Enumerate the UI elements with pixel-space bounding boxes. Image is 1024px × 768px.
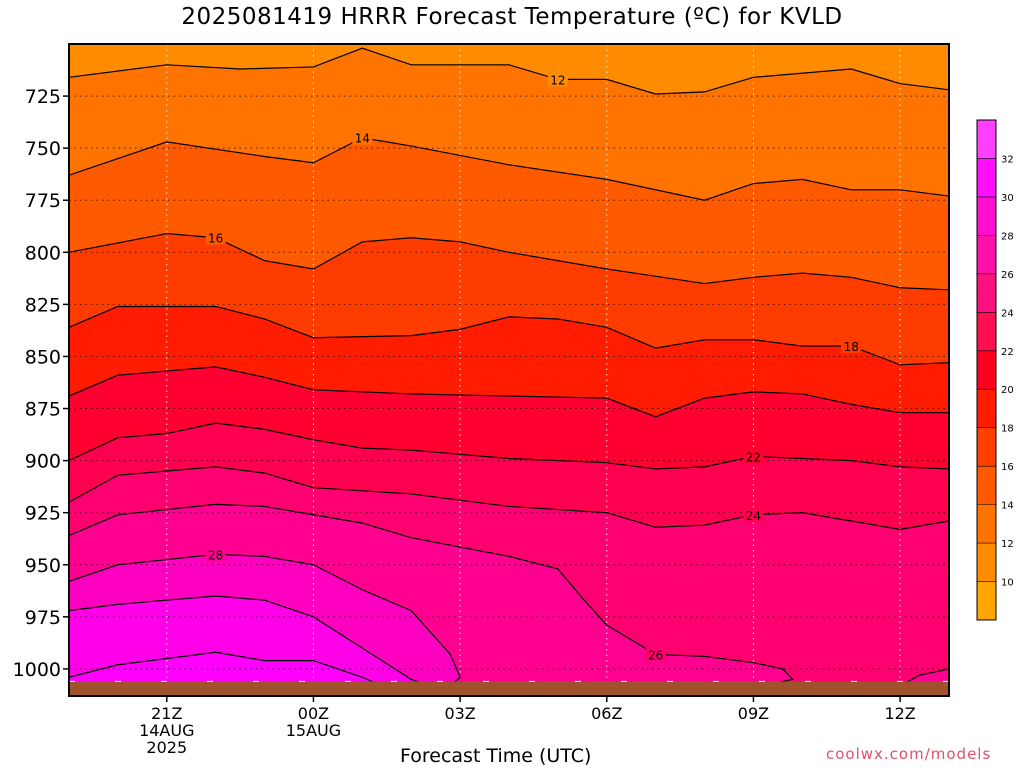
y-tick-label-825: 825: [25, 294, 61, 316]
plot-frame: [68, 43, 950, 697]
colorbar-label-22: 22: [1001, 347, 1014, 358]
x-tick-label-21-2: 2025: [146, 738, 187, 757]
colorbar: 10 12 14 16 18 20 22 24 26 28 30 32: [976, 119, 1014, 621]
contour-label-12: 12: [550, 73, 565, 87]
contour-line-28-8: [69, 553, 461, 687]
x-tick-label-24-1: 15AUG: [286, 721, 341, 740]
x-axis-title: Forecast Time (UTC): [400, 745, 592, 767]
x-tick-label-33-0: 09Z: [738, 704, 769, 723]
colorbar-label-10: 10: [1001, 578, 1014, 589]
colorbar-segment-9: [977, 235, 996, 274]
colorbar-segment-8: [977, 273, 996, 313]
colorbar-segment-10: [977, 196, 996, 236]
colorbar-segment-11: [977, 158, 996, 197]
y-tick-label-975: 975: [25, 607, 61, 629]
colorbar-label-14: 14: [1001, 501, 1014, 512]
colorbar-label-16: 16: [1001, 462, 1014, 473]
colorbar-segment-6: [977, 350, 996, 390]
contour-label-28: 28: [208, 548, 223, 562]
contour-line-24-6: [69, 466, 949, 530]
x-tick-label-27-0: 03Z: [444, 704, 475, 723]
y-axis: 725 750 775 800 825 850 875 900 925 950 975 1000: [13, 86, 69, 681]
contour-line-18-3: [69, 305, 949, 366]
colorbar-segment-2: [977, 504, 996, 544]
contour-label-22: 22: [746, 450, 761, 464]
contour-label-bg-28: [205, 547, 226, 562]
contour-label-14: 14: [355, 132, 370, 146]
y-tick-label-950: 950: [25, 555, 61, 577]
x-tick-label-24-0: 00Z: [298, 704, 329, 723]
contour-line-30-9: [69, 595, 436, 689]
y-tick-label-725: 725: [25, 86, 61, 108]
colorbar-segment-12: [977, 120, 996, 159]
colorbar-segment-5: [977, 389, 996, 428]
colorbar-label-32: 32: [1001, 154, 1014, 165]
contour-label-24: 24: [746, 509, 761, 523]
contour-lines: 12 14 16 18 22 24 26 28: [69, 47, 949, 695]
x-tick-label-21-0: 21Z: [151, 704, 182, 723]
y-tick-label-750: 750: [25, 138, 61, 160]
contour-label-bg-18: [841, 339, 862, 354]
colorbar-label-30: 30: [1001, 193, 1014, 204]
x-tick-label-36-0: 12Z: [884, 704, 915, 723]
contour-label-bg-26: [645, 647, 666, 662]
contour-label-bg-24: [743, 507, 764, 522]
ground-strip: [69, 681, 949, 696]
chart-title: 2025081419 HRRR Forecast Temperature (ºC…: [181, 4, 843, 30]
contour-label-18: 18: [844, 340, 859, 354]
x-tick-label-30-0: 06Z: [591, 704, 622, 723]
y-tick-label-875: 875: [25, 399, 61, 421]
colorbar-segment-0: [977, 581, 996, 620]
contour-line-32-10: [69, 651, 388, 689]
contour-label-26: 26: [648, 648, 663, 662]
colorbar-segment-7: [977, 312, 996, 351]
colorbar-label-12: 12: [1001, 539, 1014, 550]
ground-area: [69, 680, 949, 696]
contour-label-bg-22: [743, 449, 764, 464]
grid-lines: [69, 44, 949, 696]
contour-label-bg-14: [352, 130, 373, 145]
x-tick-label-21-1: 14AUG: [139, 721, 194, 740]
colorbar-label-20: 20: [1001, 385, 1014, 396]
y-tick-label-1000: 1000: [13, 659, 61, 681]
y-tick-label-850: 850: [25, 346, 61, 368]
contour-line-20-4: [69, 366, 949, 418]
contour-line-22-5: [69, 422, 949, 470]
y-tick-label-775: 775: [25, 190, 61, 212]
y-tick-label-900: 900: [25, 451, 61, 473]
colorbar-segment-3: [977, 466, 996, 505]
y-tick-label-800: 800: [25, 242, 61, 264]
contour-line-14-1: [69, 137, 949, 201]
contour-label-bg-12: [547, 72, 568, 87]
colorbar-label-26: 26: [1001, 270, 1014, 281]
credit-link[interactable]: coolwx.com/models: [826, 745, 992, 763]
colorbar-label-28: 28: [1001, 231, 1014, 242]
colorbar-label-24: 24: [1001, 308, 1014, 319]
contour-label-bg-16: [205, 230, 226, 245]
contour-fills: [69, 44, 949, 696]
colorbar-segment-1: [977, 543, 996, 582]
y-tick-label-925: 925: [25, 503, 61, 525]
contour-line-26-7: [69, 503, 794, 689]
contour-line-16-2: [69, 232, 949, 291]
contour-label-16: 16: [208, 232, 223, 246]
colorbar-label-18: 18: [1001, 424, 1014, 435]
colorbar-segment-4: [977, 427, 996, 467]
colorbar-frame: [976, 119, 997, 621]
